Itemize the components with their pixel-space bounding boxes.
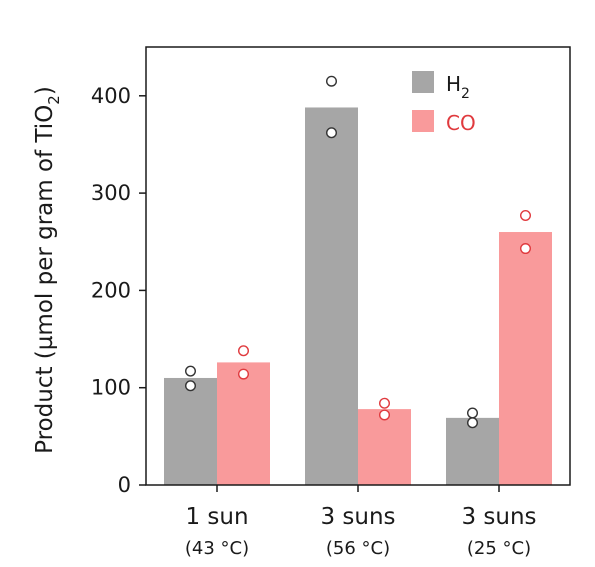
point-h2-3-1 — [467, 407, 479, 419]
point-co-2-2 — [379, 409, 391, 421]
bar-co-3 — [499, 232, 552, 485]
legend-label-co: CO — [446, 111, 476, 135]
point-h2-2-2 — [326, 127, 338, 139]
legend-label-h2: H2 — [446, 72, 470, 102]
point-h2-2-1 — [326, 75, 338, 87]
x-tick-sublabel-1: (43 °C) — [185, 538, 249, 559]
point-co-2-1 — [379, 397, 391, 409]
legend-swatch-co — [412, 110, 434, 132]
bar-h2-3 — [446, 417, 499, 485]
bar-co-1 — [217, 362, 270, 485]
legend-swatch-h2 — [412, 71, 434, 93]
x-tick-label-2: 3 suns — [320, 504, 395, 530]
x-tick-label-1: 1 sun — [185, 504, 248, 530]
y-tick-label-0: 0 — [118, 473, 131, 497]
bar-co-2 — [358, 409, 411, 485]
x-tick-label-3: 3 suns — [461, 504, 536, 530]
x-tick-sublabel-3: (25 °C) — [467, 538, 531, 559]
point-co-1-2 — [237, 368, 249, 380]
x-tick-sublabel-2: (56 °C) — [326, 538, 390, 559]
point-h2-3-2 — [467, 417, 479, 429]
bar-h2-2 — [305, 107, 358, 485]
point-h2-1-2 — [184, 380, 196, 392]
y-tick-label-300: 300 — [91, 181, 131, 205]
point-h2-1-1 — [184, 365, 196, 377]
point-co-1-1 — [237, 345, 249, 357]
point-co-3-2 — [520, 243, 532, 255]
y-tick-label-100: 100 — [91, 376, 131, 400]
bar-h2-1 — [164, 377, 217, 485]
y-axis-label: Product (µmol per gram of TiO2) — [32, 86, 63, 454]
point-co-3-1 — [520, 209, 532, 221]
legend: H2 CO — [412, 71, 476, 135]
y-tick-label-400: 400 — [91, 84, 131, 108]
y-tick-label-200: 200 — [91, 278, 131, 302]
